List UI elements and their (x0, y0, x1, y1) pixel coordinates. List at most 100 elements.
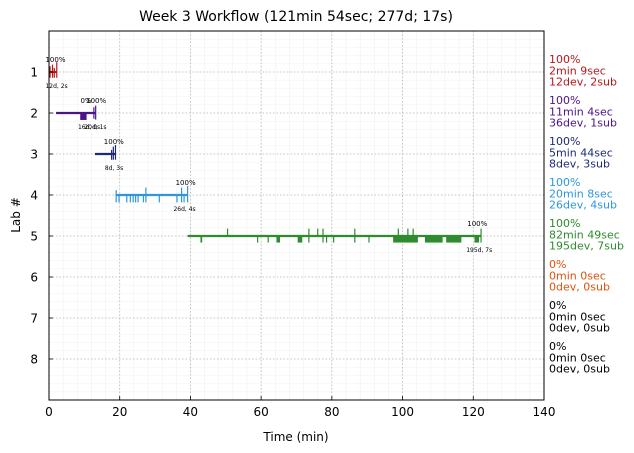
y-tick-label: 1 (30, 66, 38, 80)
lab-summary-line: 8dev, 3sub (549, 158, 610, 171)
lab-summary-line: 82min 49sec (549, 228, 620, 241)
submission-mark (80, 113, 87, 120)
submission-mark (53, 67, 55, 78)
submission-mark (145, 187, 147, 203)
lab-summary-line: 0dev, 0sub (549, 322, 610, 335)
submission-mark (368, 236, 370, 243)
submission-mark (257, 236, 259, 243)
submission-mark (322, 228, 324, 243)
submission-mark (333, 236, 335, 243)
submission-mark (276, 236, 280, 243)
lab-summary-line: 0min 0sec (549, 351, 606, 364)
submission-mark (56, 62, 58, 78)
lab-summary-line: 20min 8sec (549, 187, 613, 200)
submission-mark (200, 236, 203, 243)
count-label: 195d, 7s (466, 247, 492, 254)
submission-mark (129, 195, 131, 203)
submission-mark (354, 228, 356, 243)
x-axis-label: Time (min) (262, 430, 328, 444)
completion-label: 100% (467, 220, 487, 228)
lab-summary-line: 12dev, 2sub (549, 76, 617, 89)
submission-mark (110, 149, 113, 160)
y-axis-label: Lab # (9, 197, 23, 233)
submission-mark (142, 195, 145, 203)
submission-mark (424, 236, 443, 243)
y-tick-label: 4 (30, 189, 38, 203)
y-tick-label: 6 (30, 271, 38, 285)
submission-mark (297, 236, 303, 243)
count-label: 20d, 1s (84, 124, 106, 131)
lab-summary-line: 0dev, 0sub (549, 281, 610, 294)
x-tick-label: 140 (533, 405, 556, 419)
lab-summary-line: 0% (549, 258, 566, 271)
lab-summary-line: 0% (549, 340, 566, 353)
count-label: 12d, 2s (45, 83, 67, 90)
y-tick-label: 3 (30, 148, 38, 162)
submission-mark (308, 228, 310, 243)
submission-mark (137, 195, 139, 203)
x-tick-label: 120 (462, 405, 485, 419)
submission-mark (135, 195, 137, 203)
y-tick-label: 2 (30, 107, 38, 121)
completion-label: 100% (86, 97, 106, 105)
axis-ticks: 0 20 40 60 80 100 120 140 1 2 3 4 5 6 7 8 (30, 66, 555, 420)
lab-summary-line: 195dev, 7sub (549, 240, 624, 253)
submission-mark (114, 144, 117, 160)
y-tick-label: 5 (30, 230, 38, 244)
x-tick-label: 80 (324, 405, 339, 419)
submission-mark (180, 187, 183, 203)
submission-mark (474, 236, 480, 243)
submission-mark (446, 236, 462, 243)
y-tick-label: 7 (30, 312, 38, 326)
submission-mark (176, 195, 178, 203)
lab-summary-line: 2min 9sec (549, 64, 606, 77)
x-tick-label: 20 (112, 405, 127, 419)
submission-mark (93, 107, 95, 119)
count-label: 16d, 0s (78, 124, 100, 131)
lab-summary-line: 100% (549, 135, 580, 148)
x-tick-label: 0 (45, 405, 53, 419)
lab-summary-line: 0dev, 0sub (549, 363, 610, 376)
x-tick-label: 100 (391, 405, 414, 419)
submission-mark (183, 195, 185, 203)
count-label: 8d, 3s (105, 165, 123, 172)
completion-label: 100% (104, 138, 124, 146)
submission-mark (480, 228, 482, 243)
submission-mark (118, 195, 120, 203)
completion-label: 0% (80, 97, 91, 105)
chart-title: Week 3 Workflow (121min 54sec; 277d; 17s… (139, 9, 453, 25)
submission-mark (393, 236, 418, 243)
submission-mark (407, 228, 409, 236)
lab-summary-line: 36dev, 1sub (549, 117, 617, 130)
submission-mark (226, 228, 229, 236)
lab-summary-line: 100% (549, 176, 580, 189)
submission-mark (397, 228, 399, 236)
lab-summary-line: 100% (549, 217, 580, 230)
lab-summary-line: 0min 0sec (549, 310, 606, 323)
submission-mark (115, 190, 117, 203)
completion-label: 100% (176, 179, 196, 187)
count-label: 26d, 4s (173, 206, 195, 213)
submission-mark (51, 64, 54, 78)
submission-mark (132, 195, 134, 203)
grid (48, 31, 545, 400)
lab-summary-line: 100% (549, 94, 580, 107)
submission-mark (112, 146, 114, 160)
submission-mark (317, 228, 319, 236)
lab-summary-line: 5min 44sec (549, 146, 613, 159)
submission-mark (267, 236, 269, 243)
lab-summary-line: 26dev, 4sub (549, 199, 617, 212)
submission-mark (95, 105, 97, 120)
submission-mark (412, 228, 414, 236)
lab-summary-line: 0% (549, 299, 566, 312)
lab-summary-line: 11min 4sec (549, 105, 613, 118)
submission-mark (325, 236, 328, 243)
submission-mark (187, 185, 189, 203)
lab-summary-line: 0min 0sec (549, 269, 606, 282)
submission-mark (158, 195, 160, 203)
x-tick-label: 40 (183, 405, 198, 419)
x-tick-label: 60 (254, 405, 269, 419)
